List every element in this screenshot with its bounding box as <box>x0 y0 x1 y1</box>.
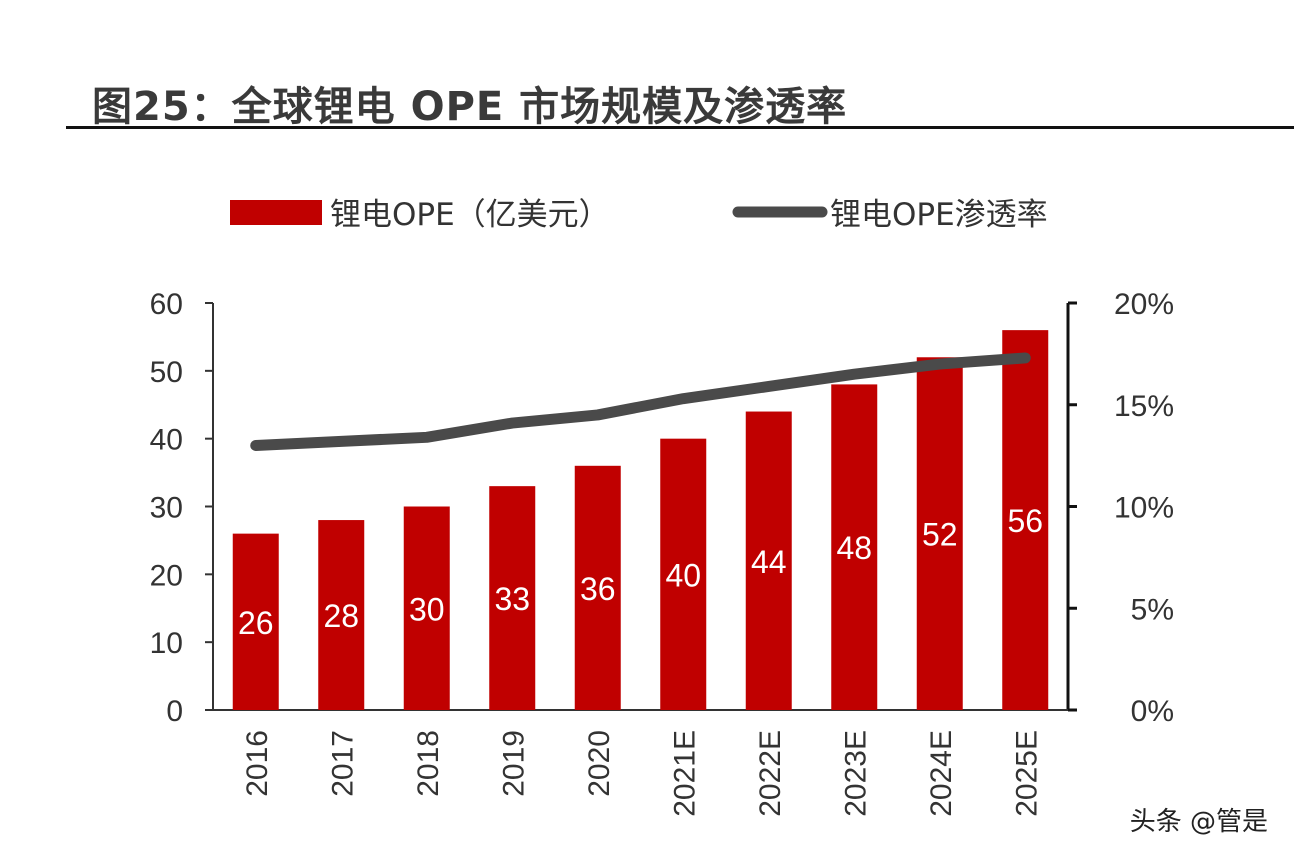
bar <box>489 486 536 710</box>
x-tick-label: 2024E <box>925 730 958 817</box>
bar <box>745 411 792 710</box>
bar-data-label: 28 <box>323 598 359 634</box>
bar <box>232 533 279 710</box>
x-tick-label: 2016 <box>241 730 274 797</box>
bar-data-label: 44 <box>751 544 787 580</box>
legend-line-label: 锂电OPE渗透率 <box>830 197 1048 233</box>
bar <box>318 520 365 710</box>
bar-data-label: 40 <box>665 557 701 593</box>
y-tick-label: 60 <box>150 288 183 321</box>
x-tick-label: 2022E <box>754 730 787 817</box>
bar <box>831 384 878 710</box>
penetration-line <box>250 352 1031 451</box>
y2-tick-label: 0% <box>1131 695 1174 728</box>
bar <box>574 465 621 710</box>
y-tick-label: 40 <box>150 424 183 457</box>
x-tick-label: 2025E <box>1010 730 1043 817</box>
bar <box>403 506 450 710</box>
bar <box>916 357 963 710</box>
bar-data-label: 36 <box>580 571 616 607</box>
x-tick-label: 2017 <box>326 730 359 797</box>
y-tick-label: 20 <box>150 559 183 592</box>
y-tick-label: 30 <box>150 492 183 525</box>
bar-data-label: 52 <box>922 517 958 553</box>
y-tick-label: 10 <box>150 627 183 660</box>
chart-title: 图25：全球锂电 OPE 市场规模及渗透率 <box>92 84 848 130</box>
legend-bar-swatch <box>230 200 322 225</box>
legend-bar-label: 锂电OPE（亿美元） <box>330 197 610 233</box>
bar-data-label: 56 <box>1007 503 1043 539</box>
bar-data-label: 30 <box>409 591 445 627</box>
title-rule <box>66 126 1294 129</box>
y2-tick-label: 20% <box>1114 288 1174 321</box>
y2-tick-label: 5% <box>1131 593 1174 626</box>
y2-tick-label: 15% <box>1114 390 1174 423</box>
y-tick-label: 0 <box>166 695 183 728</box>
x-tick-label: 2023E <box>839 730 872 817</box>
bar <box>660 438 707 710</box>
x-tick-label: 2019 <box>497 730 530 797</box>
bar <box>1002 330 1049 710</box>
y-tick-label: 50 <box>150 356 183 389</box>
x-tick-label: 2018 <box>412 730 445 797</box>
y2-tick-label: 10% <box>1114 492 1174 525</box>
bar-data-label: 48 <box>836 530 872 566</box>
bar-data-label: 33 <box>494 581 530 617</box>
watermark: 头条 @管是 <box>1129 807 1268 837</box>
x-tick-label: 2020 <box>583 730 616 797</box>
bar-data-label: 26 <box>238 605 274 641</box>
x-tick-label: 2021E <box>668 730 701 817</box>
